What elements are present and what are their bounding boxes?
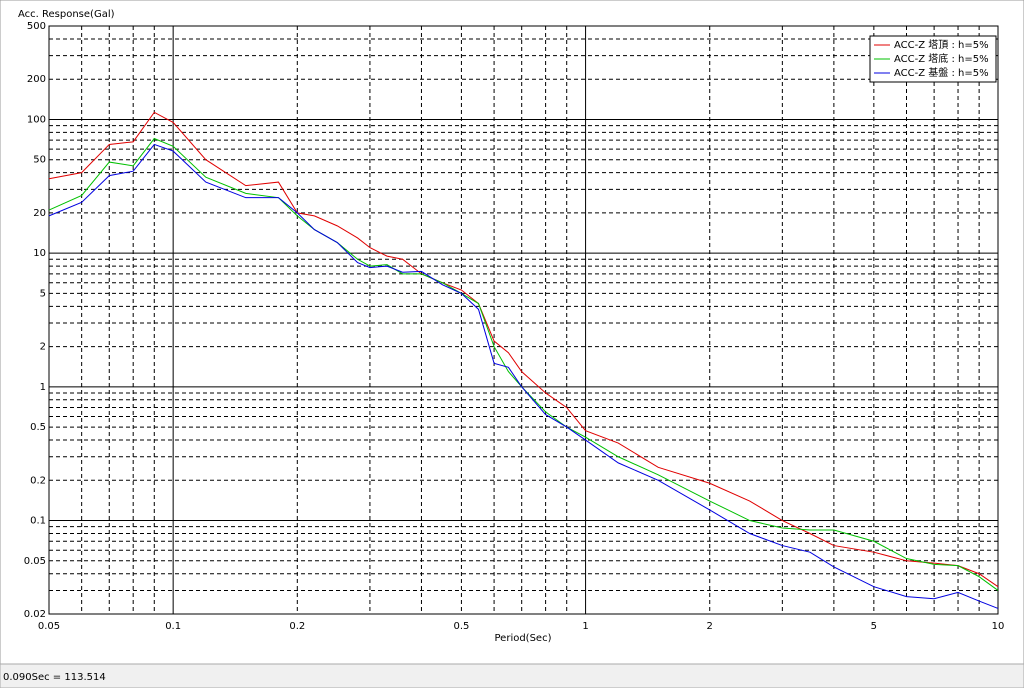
chart-frame (0, 0, 1024, 665)
x-tick-label: 5 (871, 621, 877, 632)
legend-box (869, 35, 997, 83)
x-tick-label: 10 (992, 621, 1005, 632)
status-bar (0, 663, 1024, 688)
y-tick-label: 0.2 (30, 475, 46, 486)
legend-label: ACC-Z 塔頂 : h=5% (894, 38, 989, 51)
y-tick-label: 0.1 (30, 516, 46, 527)
legend-label: ACC-Z 基盤 : h=5% (894, 66, 989, 79)
y-tick-label: 20 (33, 208, 46, 219)
y-tick-label: 10 (33, 248, 46, 259)
y-tick-label: 500 (27, 21, 46, 32)
x-axis-label: Period(Sec) (495, 633, 552, 644)
x-tick-label: 0.2 (289, 621, 305, 632)
x-tick-label: 1 (582, 621, 588, 632)
legend-label: ACC-Z 塔底 : h=5% (894, 52, 989, 65)
y-tick-label: 100 (27, 114, 46, 125)
x-tick-label: 0.05 (38, 621, 60, 632)
y-tick-label: 0.5 (30, 422, 46, 433)
x-tick-label: 0.1 (165, 621, 181, 632)
x-tick-label: 2 (707, 621, 713, 632)
y-tick-label: 5 (40, 288, 46, 299)
y-tick-label: 50 (33, 155, 46, 166)
series-line (48, 143, 999, 609)
y-tick-label: 0.05 (24, 556, 46, 567)
x-tick-label: 0.5 (453, 621, 469, 632)
y-axis-label: Acc. Response(Gal) (18, 9, 115, 20)
y-tick-label: 2 (40, 342, 46, 353)
series-line (48, 137, 999, 591)
y-tick-label: 1 (40, 382, 46, 393)
status-text: 0.090Sec = 113.514 (3, 672, 106, 683)
plot-frame (48, 25, 999, 615)
y-tick-label: 0.02 (24, 609, 46, 620)
y-tick-label: 200 (27, 74, 46, 85)
